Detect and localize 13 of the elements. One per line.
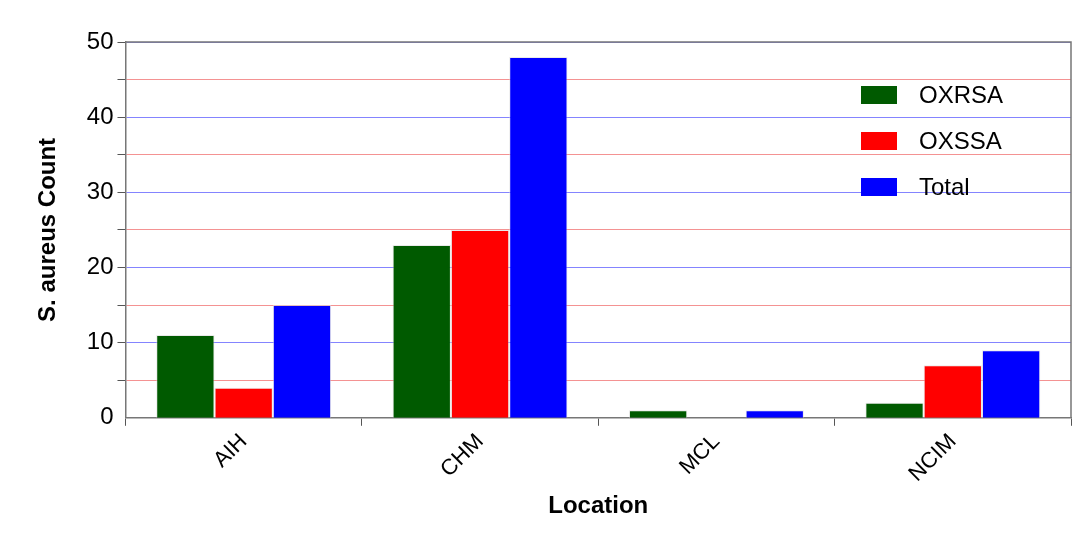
legend-label: OXRSA — [919, 81, 1004, 109]
y-axis-title: S. aureus Count — [33, 137, 61, 322]
y-tick-label: 30 — [86, 176, 114, 204]
y-tick-label: 0 — [100, 402, 114, 430]
legend-label: Total — [919, 173, 970, 201]
y-tick-label: 20 — [86, 252, 114, 280]
y-tick-label: 50 — [86, 26, 114, 54]
legend-label: OXSSA — [919, 127, 1002, 155]
x-axis-title: Location — [548, 491, 649, 519]
y-tick-label: 10 — [86, 327, 114, 355]
x-tick-label: AIH — [207, 428, 252, 472]
x-tick-label: MCL — [673, 428, 725, 479]
y-tick-label: 40 — [86, 101, 114, 129]
